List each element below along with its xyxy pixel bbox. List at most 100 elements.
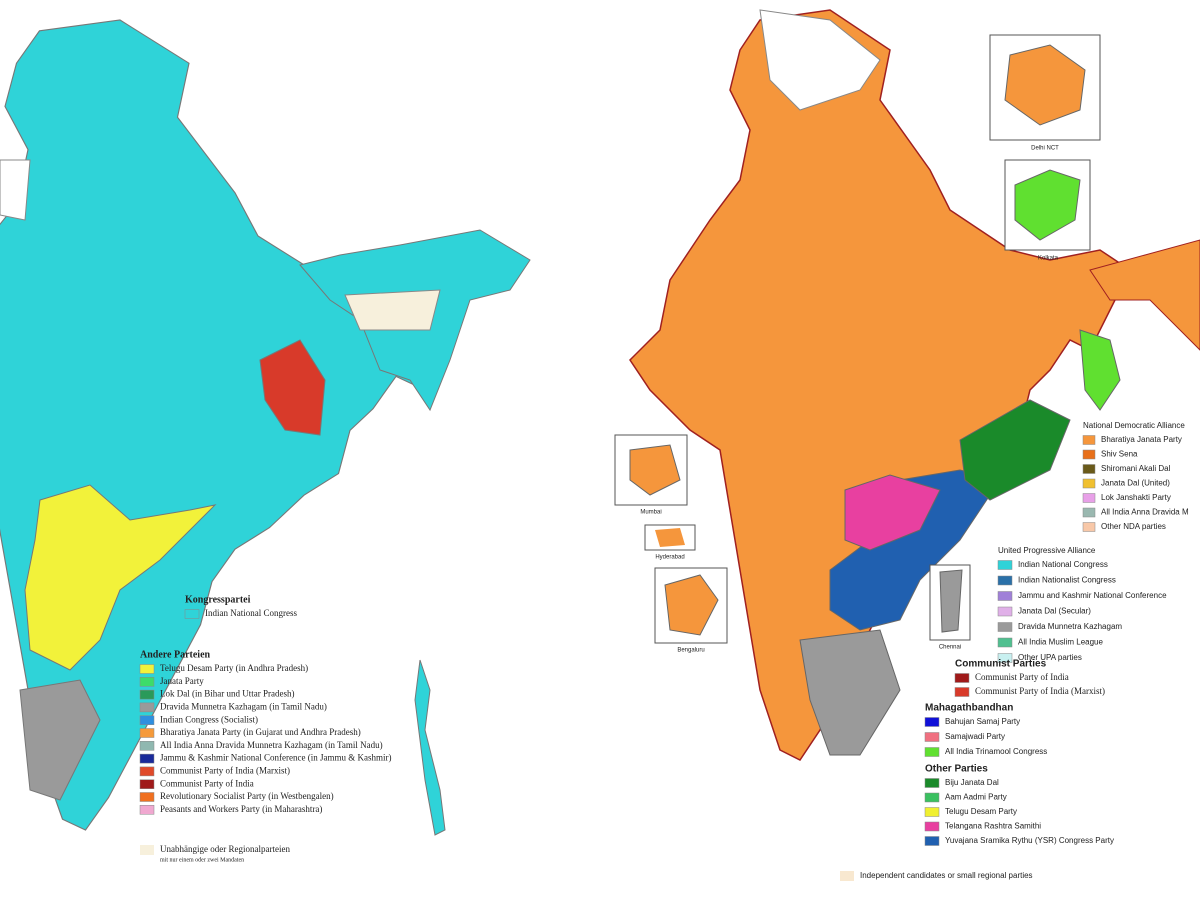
- legend-label: Indian Congress (Socialist): [160, 714, 258, 724]
- kolkata-inset: [1014, 169, 1081, 241]
- legend-swatch: [997, 637, 1013, 648]
- legend-label: All India Trinamool Congress: [945, 747, 1047, 756]
- legend-swatch: [924, 836, 940, 846]
- legend-label: Shiromani Akali Dal: [1101, 464, 1171, 473]
- right-map: [614, 9, 1200, 761]
- inset-label: Hyderabad: [655, 555, 684, 561]
- legend-label: Other NDA parties: [1101, 522, 1166, 531]
- legend-swatch: [139, 702, 155, 713]
- legend-label: Telangana Rashtra Samithi: [945, 822, 1041, 831]
- legend-swatch: [139, 753, 155, 764]
- legend-label: Shiv Sena: [1101, 450, 1138, 459]
- legend-label: Lok Janshakti Party: [1101, 493, 1171, 502]
- legend-label: Communist Party of India (Marxist): [160, 765, 290, 775]
- legend-swatch: [139, 677, 155, 687]
- bengal-region: [1079, 329, 1121, 411]
- andhra-region: [24, 484, 217, 671]
- legend-swatch: [924, 717, 940, 727]
- bengaluru-inset: [664, 574, 719, 636]
- legend-swatch: [1082, 522, 1096, 532]
- bengal-region: [259, 339, 326, 436]
- northeast-region: [1089, 239, 1200, 351]
- tamil-region: [799, 629, 901, 756]
- inset-label: Bengaluru: [677, 648, 704, 654]
- legend-label: Unabhängige oder Regionalparteien: [160, 844, 290, 854]
- hyderabad-inset: [655, 528, 685, 547]
- legend-swatch: [997, 575, 1013, 586]
- mumbai-inset: [629, 444, 681, 496]
- legend-swatch: [997, 591, 1013, 601]
- legend-swatch: [140, 845, 154, 855]
- legend-swatch: [1082, 493, 1096, 503]
- legend-label: Lok Dal (in Bihar und Uttar Pradesh): [160, 689, 294, 699]
- legend-label: Yuvajana Sramika Rythu (YSR) Congress Pa…: [945, 836, 1114, 845]
- legend-swatch: [139, 741, 155, 751]
- inset-label: Kolkata: [1038, 256, 1059, 262]
- delhi-inset: [1004, 44, 1086, 126]
- legend-label: Communist Party of India (Marxist): [975, 686, 1105, 696]
- inset-label: Mumbai: [640, 510, 661, 516]
- legend-swatch: [924, 747, 940, 757]
- chennai-inset: [939, 569, 963, 633]
- legend-swatch: [1082, 464, 1096, 474]
- legend-sublabel: mit nur einem oder zwei Mandaten: [160, 857, 244, 863]
- legend-label: Biju Janata Dal: [945, 778, 999, 787]
- legend-swatch: [139, 715, 155, 725]
- legend-label: Bharatiya Janata Party (in Gujarat und A…: [160, 727, 361, 737]
- legend-swatch: [139, 689, 155, 700]
- kashmir-region: [0, 159, 31, 221]
- legend-label: Revolutionary Socialist Party (in Westbe…: [160, 791, 334, 801]
- legend-swatch: [139, 664, 155, 674]
- legend-label: All India Anna Dravida M: [1101, 508, 1189, 517]
- legend-label: Janata Party: [160, 676, 204, 686]
- legend-swatch: [139, 728, 155, 738]
- legend-label: All India Anna Dravida Munnetra Kazhagam…: [160, 740, 383, 750]
- legend-title: Mahagathbandhan: [925, 703, 1013, 714]
- legend-label: All India Muslim League: [1018, 638, 1103, 647]
- legend-swatch: [954, 687, 970, 697]
- legend-swatch: [954, 673, 970, 683]
- legend-swatch: [997, 606, 1013, 617]
- legend-swatch: [139, 792, 155, 802]
- legend-label: Samajwadi Party: [945, 732, 1005, 741]
- legend-swatch: [1082, 478, 1096, 489]
- legend-swatch: [1082, 449, 1096, 460]
- legend-swatch: [1082, 435, 1096, 445]
- legend-title: Communist Parties: [955, 659, 1047, 670]
- legend-label: Telugu Desam Party (in Andhra Pradesh): [160, 663, 308, 673]
- legend-title: Other Parties: [925, 764, 988, 775]
- legend-swatch: [840, 871, 854, 881]
- inset-label: Chennai: [939, 645, 961, 651]
- legend-label: Janata Dal (United): [1101, 479, 1170, 488]
- legend-swatch: [139, 766, 155, 777]
- legend-label: Communist Party of India: [975, 672, 1069, 682]
- kashmir-region: [759, 9, 881, 111]
- legend-swatch: [139, 805, 155, 815]
- legend-label: Dravida Munnetra Kazhagam: [1018, 622, 1122, 631]
- legend-label: Indian National Congress: [205, 608, 297, 618]
- tamil-region: [19, 679, 101, 801]
- legend-label: Indian National Congress: [1018, 560, 1108, 569]
- legend-label: Jammu and Kashmir National Conference: [1018, 591, 1167, 600]
- legend-swatch: [997, 653, 1013, 663]
- legend-title: Andere Parteien: [140, 649, 211, 660]
- legend-label: Independent candidates or small regional…: [860, 871, 1033, 880]
- legend-label: Jammu & Kashmir National Conference (in …: [160, 753, 391, 763]
- legend-swatch: [924, 732, 940, 742]
- legend-title: United Progressive Alliance: [998, 546, 1096, 555]
- odisha-region: [959, 399, 1071, 501]
- legend-label: Communist Party of India: [160, 778, 254, 788]
- left-map: [0, 19, 531, 836]
- legend-label: Peasants and Workers Party (in Maharasht…: [160, 804, 322, 814]
- legend-label: Indian Nationalist Congress: [1018, 576, 1116, 585]
- legend-swatch: [924, 821, 940, 832]
- legend-label: Telugu Desam Party: [945, 807, 1017, 816]
- legend-label: Other UPA parties: [1018, 653, 1082, 662]
- telangana-region: [844, 474, 941, 551]
- legend-label: Janata Dal (Secular): [1018, 607, 1091, 616]
- legend-swatch: [924, 778, 940, 788]
- legend-label: Aam Aadmi Party: [945, 793, 1007, 802]
- legend-swatch: [924, 792, 940, 803]
- andaman-islands: [414, 659, 446, 836]
- legend-label: Bahujan Samaj Party: [945, 717, 1020, 726]
